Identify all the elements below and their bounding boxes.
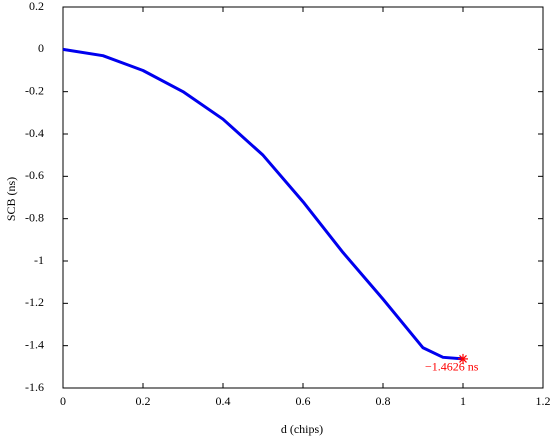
annotation-label: −1.4626 ns	[425, 360, 479, 374]
y-tick-label: 0	[38, 41, 44, 55]
y-tick-label: -0.2	[25, 83, 44, 97]
y-tick-label: -1	[34, 253, 44, 267]
y-tick-label: -0.8	[25, 210, 44, 224]
data-line	[62, 47, 464, 361]
x-tick-label: 0	[60, 394, 66, 408]
x-tick-label: 0.6	[296, 394, 311, 408]
y-tick-label: -1.4	[25, 337, 44, 351]
y-tick-label: -0.4	[25, 126, 44, 140]
star-stroke	[459, 354, 467, 363]
annotation-marker	[458, 353, 468, 364]
x-axis-label: d (chips)	[281, 422, 323, 436]
y-axis-label: SCB (ns)	[4, 177, 18, 221]
x-tick-label: 0.2	[136, 394, 151, 408]
y-tick-label: -1.6	[25, 380, 44, 394]
y-tick-label: -0.6	[25, 168, 44, 182]
x-tick-label: 1	[460, 394, 466, 408]
x-tick-label: 0.4	[216, 394, 231, 408]
y-tick-label: 0.2	[29, 0, 44, 13]
plot-frame	[62, 6, 544, 389]
x-tick-label: 0.8	[376, 394, 391, 408]
x-tick-label: 1.2	[536, 394, 550, 408]
y-tick-label: -1.2	[25, 295, 44, 309]
